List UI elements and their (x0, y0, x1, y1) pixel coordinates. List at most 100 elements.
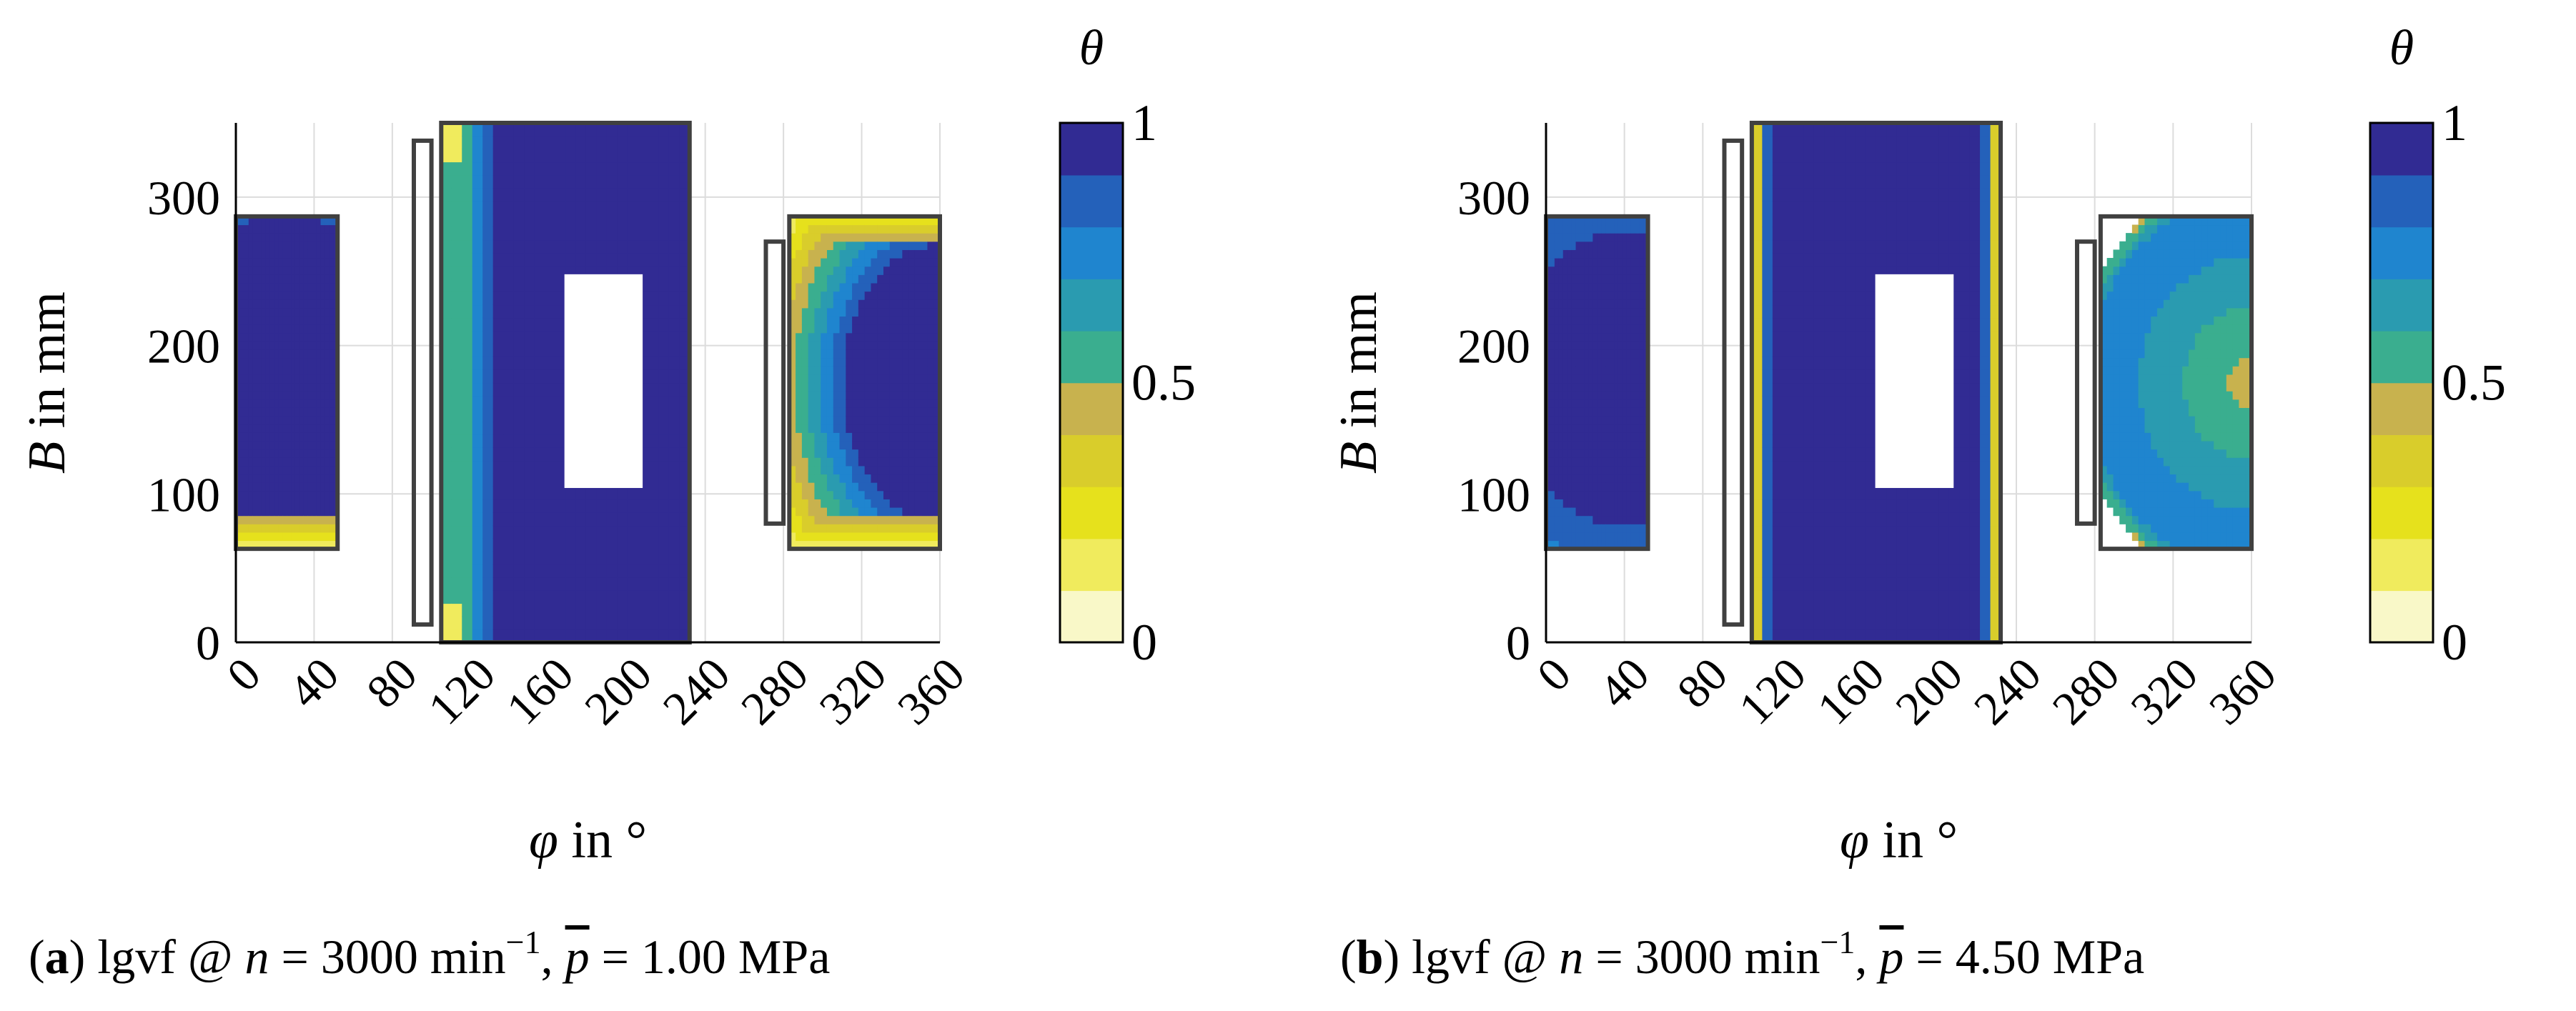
panel-a-theta-cell (902, 540, 909, 549)
panel-a-theta-cell (864, 524, 872, 533)
panel-b-theta-cell (1948, 123, 1960, 136)
panel-a-theta-cell (908, 457, 916, 467)
panel-a-theta-cell (575, 629, 587, 643)
panel-a-theta-cell (648, 512, 659, 527)
panel-a-theta-cell (534, 512, 545, 527)
panel-a-theta-cell (291, 307, 296, 317)
panel-a-theta-cell (808, 224, 816, 234)
panel-a-theta-cell (839, 307, 846, 317)
panel-a-theta-cell (312, 407, 317, 417)
panel-a-theta-cell (451, 538, 462, 552)
panel-b-theta-cell (1980, 357, 1991, 370)
panel-a-theta-cell (914, 266, 922, 275)
panel-b-theta-cell (1866, 226, 1877, 241)
panel-a-theta-cell (839, 416, 846, 425)
panel-a-theta-cell (846, 416, 853, 425)
panel-b-theta-cell (1601, 407, 1606, 417)
panel-b-theta-cell (1928, 564, 1939, 578)
panel-b-theta-cell (1639, 416, 1645, 425)
panel-a-theta-cell (814, 266, 821, 275)
panel-b-theta-cell (2113, 440, 2120, 450)
panel-a-theta-cell (282, 407, 287, 417)
panel-a-theta-cell (282, 399, 287, 408)
panel-a-theta-cell (883, 299, 891, 309)
panel-b-theta-cell (1601, 416, 1606, 425)
panel-a-theta-cell (814, 224, 821, 234)
panel-a-theta-cell (299, 357, 304, 367)
panel-b-theta-cell (1793, 629, 1805, 643)
panel-a-theta-cell (679, 187, 690, 201)
panel-a-theta-cell (821, 241, 828, 250)
panel-a-theta-cell (239, 266, 245, 275)
panel-b-theta-cell (1793, 616, 1805, 630)
panel-a-theta-cell (278, 324, 283, 334)
panel-b-theta-cell (1980, 149, 1991, 163)
panel-a-theta-cell (679, 149, 690, 163)
panel-a-theta-cell (826, 233, 834, 242)
panel-b-theta-cell (1990, 279, 2001, 292)
panel-a-x-tick-label: 0 (217, 648, 271, 702)
panel-a-theta-cell (545, 564, 556, 578)
panel-a-theta-cell (801, 258, 809, 267)
panel-b-theta-cell (1959, 512, 1971, 527)
panel-b-theta-cell (1866, 395, 1877, 409)
panel-b-theta-cell (1866, 330, 1877, 344)
panel-a-x-axis-unit: in ° (571, 811, 647, 870)
panel-a-theta-cell (329, 299, 334, 309)
panel-a-theta-cell (617, 551, 628, 565)
panel-a-theta-cell (482, 473, 494, 487)
panel-a-theta-cell (261, 382, 267, 392)
panel-b-theta-cell (1824, 149, 1836, 163)
panel-a-theta-cell (585, 201, 598, 214)
panel-a-theta-cell (451, 460, 462, 474)
panel-b-theta-cell (1938, 252, 1950, 267)
panel-b-theta-cell (1938, 149, 1950, 163)
panel-a-theta-cell (274, 524, 279, 533)
panel-a-theta-cell (796, 432, 803, 442)
panel-a-theta-cell (287, 349, 292, 359)
panel-b-theta-cell (1928, 252, 1939, 267)
panel-a-theta-cell (472, 422, 483, 435)
panel-a-theta-cell (908, 507, 916, 517)
panel-a-theta-cell (575, 201, 587, 214)
panel-a-theta-cell (877, 274, 884, 284)
panel-a-theta-cell (320, 515, 326, 524)
panel-b-theta-cell (1928, 577, 1939, 591)
panel-a-theta-cell (513, 434, 525, 448)
panel-b-theta-cell (1567, 465, 1572, 475)
panel-a-theta-cell (282, 258, 287, 267)
panel-b-theta-cell (1610, 233, 1615, 242)
panel-a-theta-cell (796, 465, 803, 475)
panel-b-theta-cell (1845, 525, 1856, 539)
panel-a-theta-cell (441, 330, 452, 344)
panel-a-theta-cell (278, 299, 283, 309)
panel-a-theta-cell (565, 187, 577, 201)
panel-a-theta-cell (914, 399, 922, 408)
panel-b-theta-cell (1546, 216, 1551, 226)
panel-a-theta-cell (503, 629, 515, 643)
panel-b-theta-cell (1866, 239, 1877, 254)
panel-a-theta-cell (320, 432, 326, 442)
panel-b-theta-cell (1571, 374, 1577, 384)
panel-a-theta-cell (294, 424, 300, 433)
panel-b-theta-cell (1592, 341, 1597, 350)
panel-a-theta-cell (257, 432, 262, 442)
panel-a-theta-cell (846, 349, 853, 359)
panel-b-theta-cell (2113, 266, 2120, 275)
panel-a-theta-cell (287, 432, 292, 442)
panel-b-theta-cell (1584, 291, 1590, 300)
panel-a-theta-cell (248, 482, 254, 492)
panel-b-theta-cell (1783, 525, 1794, 539)
panel-b-theta-cell (1597, 524, 1602, 533)
panel-b-theta-cell (1588, 507, 1593, 517)
panel-a-theta-cell (565, 538, 577, 552)
panel-b-theta-cell (1762, 460, 1773, 474)
panel-b-theta-cell (2100, 341, 2108, 350)
panel-a-x-tick-label: 80 (357, 648, 427, 718)
panel-b-theta-cell (1803, 252, 1815, 267)
panel-a-theta-cell (462, 564, 473, 578)
panel-a-theta-cell (658, 616, 670, 630)
panel-b-theta-cell (1772, 577, 1783, 591)
panel-a-theta-cell (257, 316, 262, 325)
panel-a-theta-cell (482, 201, 494, 214)
